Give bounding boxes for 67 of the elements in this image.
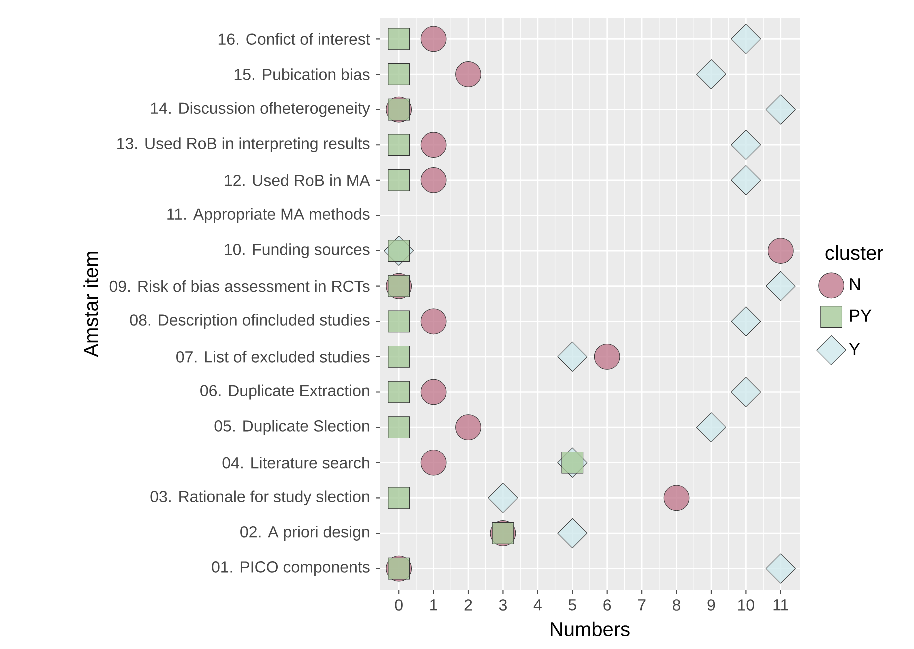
point (696, 412, 726, 443)
point (388, 169, 410, 192)
point (388, 381, 410, 404)
point (420, 26, 447, 52)
y-tick-label: 13. Used RoB in interpreting results (118, 138, 370, 153)
x-tick-label: 4 (534, 600, 542, 611)
x-tick-label: 10 (738, 600, 754, 611)
point (696, 60, 726, 90)
x-tick-label: 9 (708, 600, 716, 611)
legend-title: cluster (826, 246, 884, 260)
y-tick-label: 16. Confict of interest (218, 33, 370, 46)
y-tick-label: 05. Duplicate Slection (214, 420, 370, 436)
point (768, 238, 794, 264)
point (766, 554, 796, 584)
point (731, 306, 762, 337)
point (456, 62, 482, 88)
y-tick-label: 02. A priori design (240, 526, 370, 541)
point (731, 130, 762, 160)
y-tick-label: 12. Used RoB in MA (225, 174, 370, 186)
point (420, 379, 447, 406)
y-tick-label: 06. Duplicate Extraction (200, 384, 370, 400)
x-tick-label: 6 (604, 600, 612, 611)
y-tick-label: 14. Discussion ofheterogeneity (151, 102, 370, 118)
legend-label: PY (850, 310, 872, 322)
point (558, 342, 588, 372)
point (766, 94, 796, 125)
y-tick-label: 01. PICO components (212, 562, 370, 576)
point (420, 308, 447, 335)
point (766, 271, 796, 302)
x-tick-label: 2 (464, 600, 472, 611)
point (388, 64, 410, 86)
point (488, 483, 518, 514)
x-axis-title: Numbers (551, 622, 630, 637)
y-tick-label: 10. Funding sources (225, 244, 370, 258)
y-tick-label: 08. Description ofincluded studies (130, 314, 370, 330)
legend-label: N (850, 278, 860, 290)
point (388, 416, 410, 438)
point (731, 24, 762, 54)
point (456, 414, 482, 441)
y-tick-label: 03. Rationale for study slection (150, 490, 370, 506)
point (388, 346, 410, 368)
x-tick-label: 11 (774, 600, 788, 611)
point (388, 134, 410, 156)
x-tick-label: 0 (395, 600, 403, 611)
point (388, 487, 410, 510)
legend-label: Y (849, 343, 860, 356)
point (594, 344, 620, 370)
point (558, 518, 588, 548)
x-tick-label: 3 (499, 600, 507, 611)
point (420, 167, 447, 194)
y-tick-label: 07. List of excluded studies (176, 351, 370, 363)
point (731, 165, 762, 196)
point (388, 28, 410, 50)
point (420, 132, 447, 158)
y-tick-label: 04. Literature search (222, 457, 370, 469)
point (664, 485, 690, 512)
y-axis-title: Amstar item (84, 252, 98, 358)
point (388, 310, 410, 333)
point (420, 450, 447, 476)
x-tick-label: 5 (568, 600, 576, 611)
x-tick-label: 1 (430, 600, 438, 611)
x-tick-label: 8 (673, 600, 681, 611)
point (731, 377, 762, 408)
y-tick-label: 15. Pubication bias (234, 68, 370, 80)
x-tick-label: 7 (638, 600, 646, 611)
y-tick-label: 11. Appropriate MA methods (168, 208, 370, 224)
y-tick-label: 09. Risk of bias assessment in RCTs (110, 280, 370, 292)
